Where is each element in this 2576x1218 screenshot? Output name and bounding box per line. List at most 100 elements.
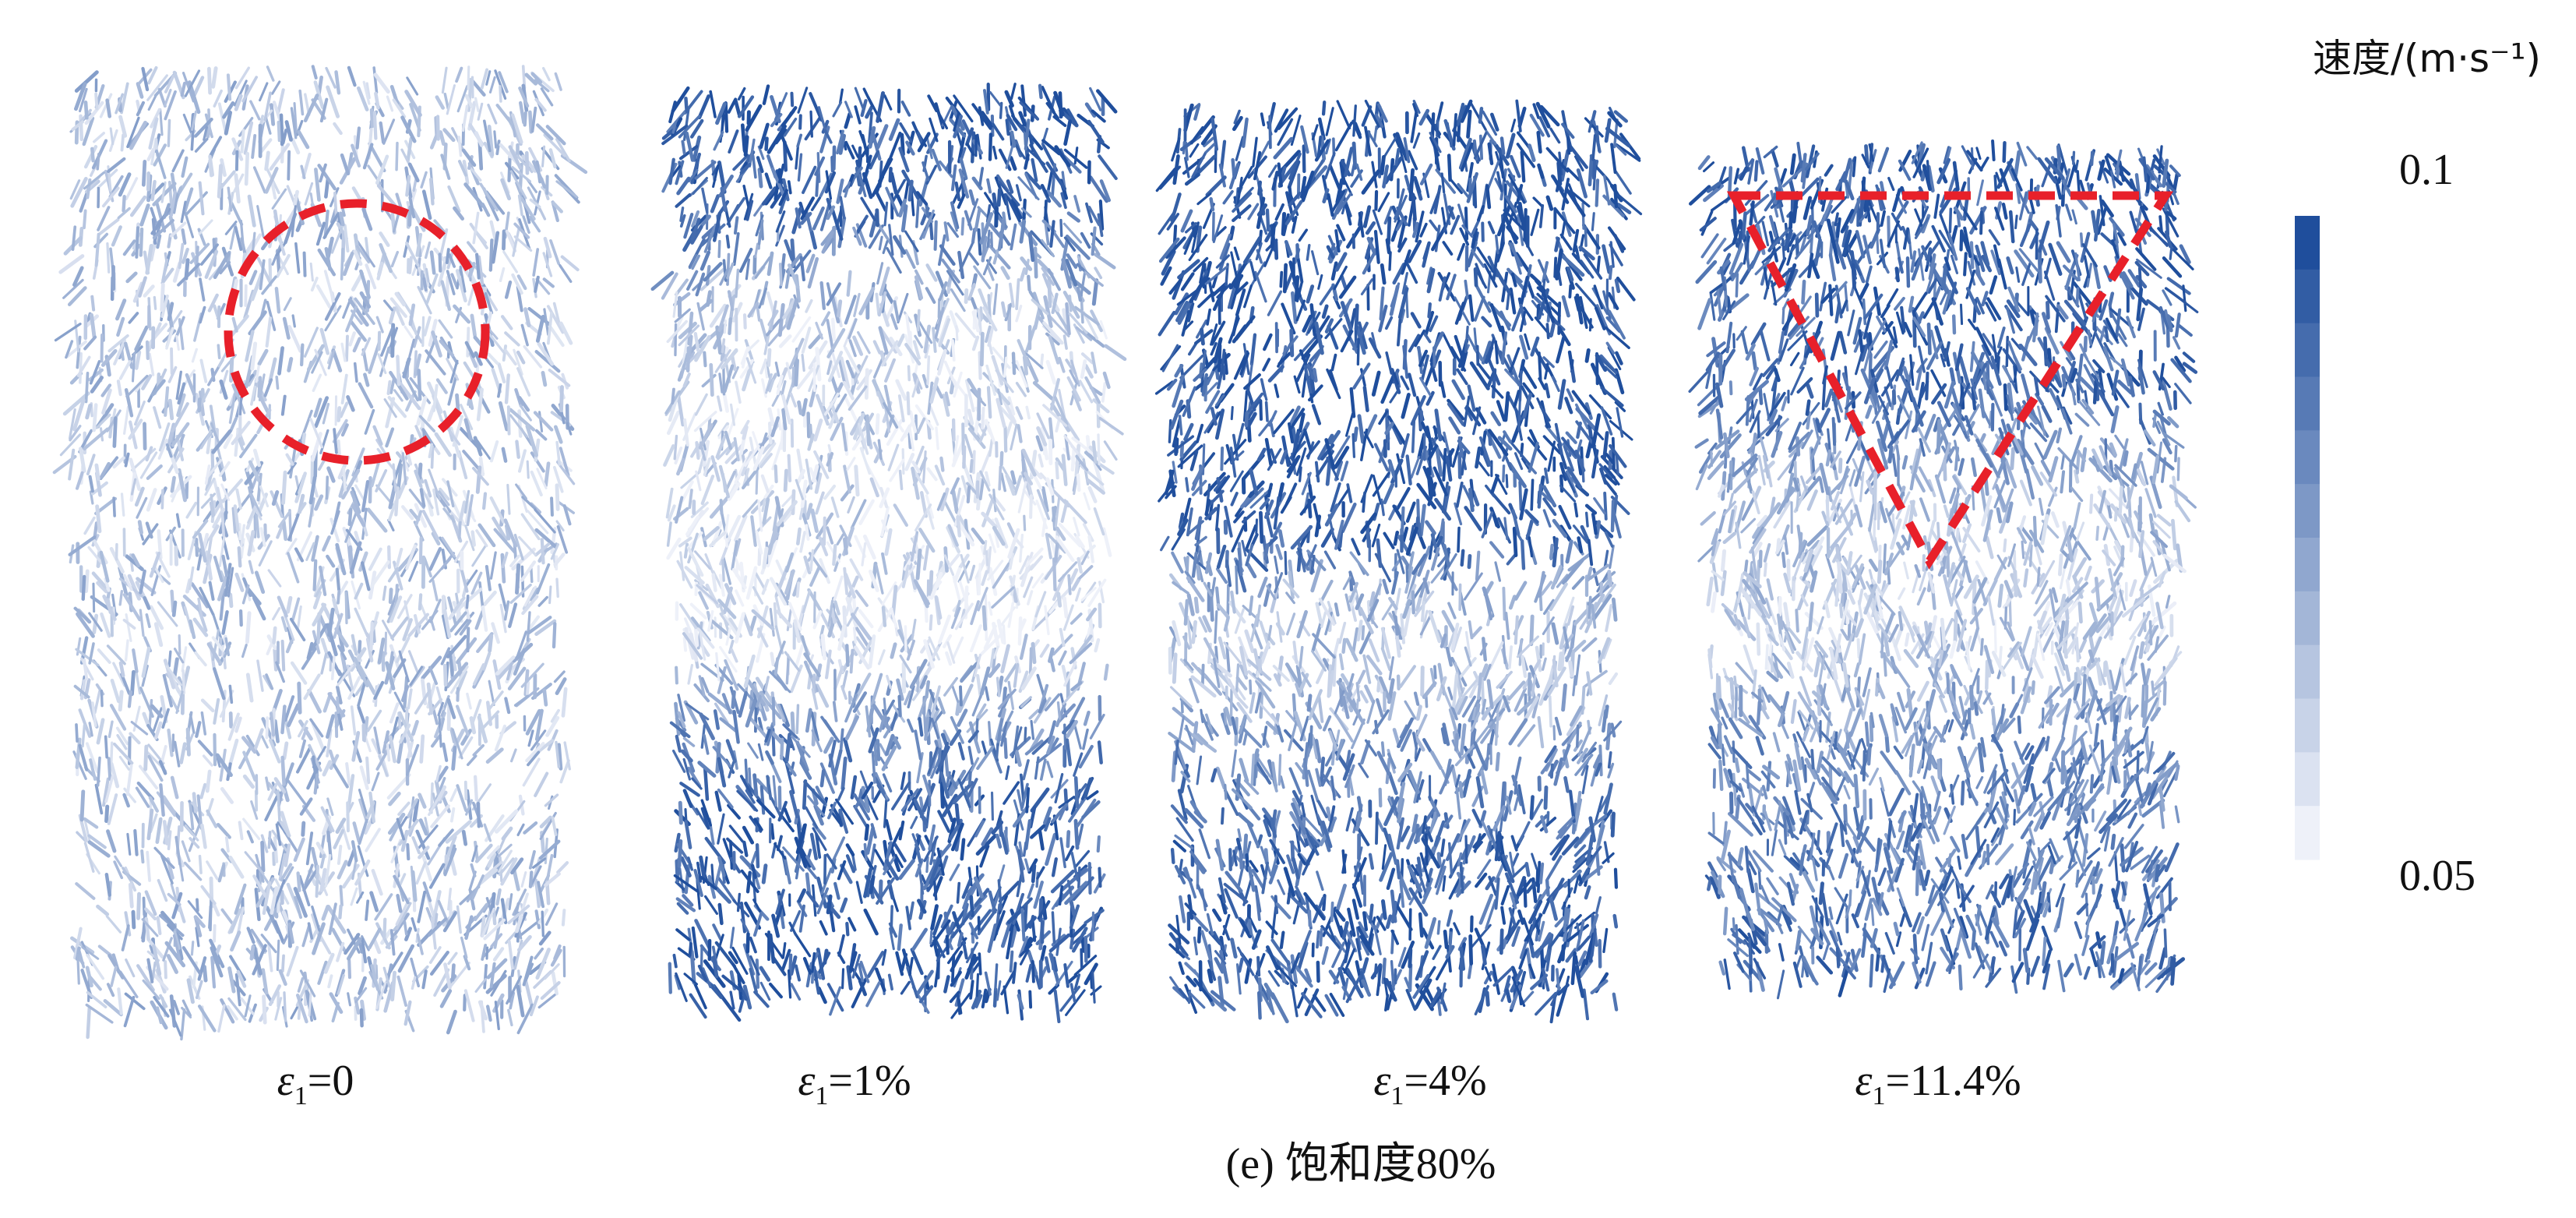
vector-arrow (675, 665, 678, 685)
vector-arrow (108, 129, 118, 152)
vector-arrow (439, 228, 449, 258)
vector-arrow (456, 704, 470, 736)
vector-arrow (285, 595, 293, 614)
vector-arrow (815, 683, 830, 708)
vector-arrow (217, 1004, 226, 1033)
vector-arrow (153, 143, 167, 167)
vector-arrow (393, 863, 400, 888)
vector-arrow (1038, 83, 1043, 100)
vector-arrow (106, 242, 111, 274)
vector-arrow (1094, 252, 1116, 270)
vector-arrow (266, 65, 275, 82)
vector-arrow (326, 905, 347, 934)
vector-arrow (126, 832, 132, 856)
vector-arrow (145, 446, 153, 462)
vector-arrow (75, 737, 82, 769)
vector-arrow (234, 79, 248, 107)
vector-arrow (672, 291, 678, 318)
vector-arrow (992, 192, 998, 210)
vector-arrow (291, 597, 301, 621)
vector-arrow (386, 380, 392, 395)
vector-arrow (463, 955, 471, 971)
vector-arrow (66, 340, 87, 358)
vector-arrow (213, 251, 231, 280)
vector-arrow (315, 221, 326, 246)
vector-arrow (202, 754, 213, 767)
vector-arrow (73, 606, 92, 624)
vector-arrow (293, 837, 305, 862)
vector-arrow (265, 716, 270, 740)
vector-arrow (284, 843, 291, 867)
vector-arrow (314, 168, 321, 202)
vector-arrow (147, 754, 164, 782)
vector-arrow (475, 439, 492, 461)
vector-arrow (537, 341, 555, 366)
vector-arrow (487, 690, 504, 711)
vector-arrow (729, 403, 736, 426)
vector-arrow (463, 989, 475, 1022)
vector-arrow (424, 241, 432, 259)
vector-arrow (960, 838, 966, 861)
vector-arrow (139, 609, 145, 637)
vector-arrow (978, 563, 981, 595)
vector-arrow (967, 252, 979, 266)
vector-arrow (153, 995, 170, 1018)
vector-arrow (227, 712, 240, 741)
vector-arrow (1009, 950, 1014, 973)
vector-arrow (525, 708, 541, 736)
vector-arrow (226, 73, 232, 101)
vector-arrow (90, 295, 96, 312)
vector-arrow (1050, 954, 1055, 971)
vector-arrow (429, 598, 442, 623)
vector-arrow (363, 372, 370, 387)
vector-arrow (432, 579, 439, 602)
vector-arrow (370, 460, 381, 488)
vector-arrow (674, 308, 691, 323)
vector-arrow (221, 554, 229, 577)
vector-arrow (296, 747, 312, 774)
vector-arrow (407, 613, 429, 637)
vector-arrow (428, 863, 446, 889)
vector-arrow (272, 626, 277, 644)
vector-arrow (509, 408, 536, 432)
vector-arrow (300, 343, 305, 367)
vector-arrow (724, 101, 729, 133)
vector-arrow (59, 433, 82, 457)
vector-arrow (267, 942, 273, 973)
vector-arrow (330, 655, 336, 680)
vector-arrow (198, 854, 203, 874)
vector-arrow (305, 831, 314, 866)
vector-arrow (116, 316, 125, 337)
vector-arrow (354, 297, 375, 325)
vector-arrow (152, 944, 162, 976)
vector-arrow (413, 614, 421, 634)
vector-arrow (115, 298, 127, 321)
vector-arrow (351, 634, 358, 656)
vector-arrow (227, 567, 234, 598)
vector-arrow (562, 504, 572, 526)
vector-arrow (136, 101, 145, 117)
vector-arrow (206, 537, 213, 566)
vector-arrow (231, 316, 238, 333)
vector-arrow (812, 673, 816, 690)
vector-arrow (675, 928, 691, 941)
vector-arrow (929, 930, 933, 945)
vector-arrow (929, 614, 933, 631)
vector-arrow (380, 327, 394, 357)
vector-arrow (826, 894, 833, 915)
vector-arrow (303, 673, 321, 701)
vector-arrow (863, 908, 879, 936)
vector-arrow (534, 909, 541, 930)
vector-arrow (794, 358, 799, 387)
vector-arrow (712, 923, 723, 941)
vector-arrow (257, 376, 263, 398)
vector-arrow (474, 902, 488, 921)
vector-arrow (125, 177, 139, 200)
vector-arrow (234, 173, 241, 204)
vector-arrow (926, 467, 938, 482)
vector-arrow (160, 181, 167, 203)
vector-arrow (295, 502, 307, 517)
vector-arrow (1101, 527, 1112, 557)
vector-arrow (170, 347, 174, 376)
vector-arrow (355, 239, 375, 268)
